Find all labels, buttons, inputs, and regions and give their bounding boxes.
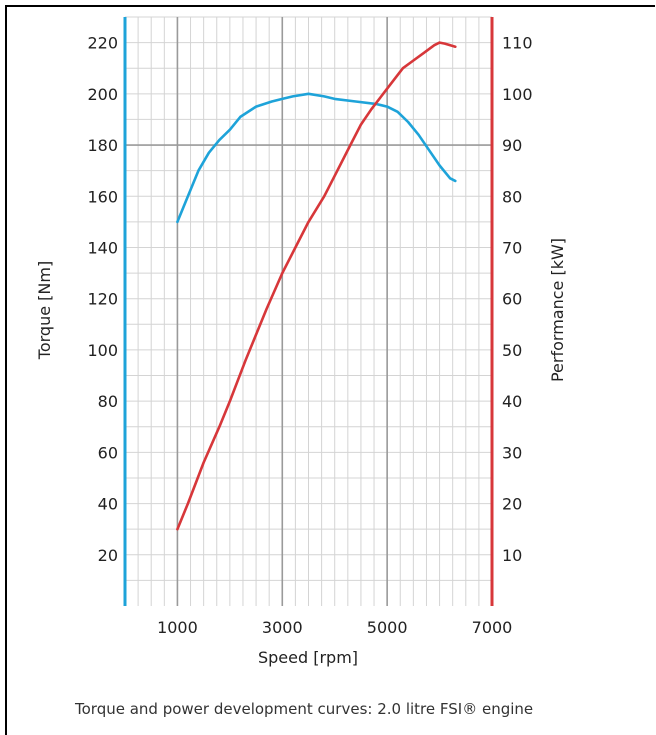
series-group xyxy=(176,41,457,531)
y-right-tick-label: 80 xyxy=(502,187,522,206)
y-right-tick-label: 60 xyxy=(502,290,522,309)
y-right-tick-label: 20 xyxy=(502,495,522,514)
y-right-axis-label: Performance [kW] xyxy=(548,238,567,382)
y-left-tick-label: 20 xyxy=(98,546,118,565)
y-right-tick-label: 90 xyxy=(502,136,522,155)
y-left-tick-label: 140 xyxy=(87,238,118,257)
x-tick-label: 1000 xyxy=(157,618,198,637)
x-tick-label: 7000 xyxy=(472,618,513,637)
power-curve xyxy=(176,41,457,531)
y-left-tick-label: 180 xyxy=(87,136,118,155)
x-tick-label: 3000 xyxy=(262,618,303,637)
y-left-tick-label: 100 xyxy=(87,341,118,360)
y-left-axis-label: Torque [Nm] xyxy=(35,261,54,360)
chart-caption: Torque and power development curves: 2.0… xyxy=(75,700,534,718)
y-right-tick-label: 10 xyxy=(502,546,522,565)
y-left-tick-label: 40 xyxy=(98,495,118,514)
chart-frame xyxy=(5,5,655,735)
torque-power-chart: 1000 3000 5000 7000 20 40 60 80 100 120 140 160 180… xyxy=(35,16,567,667)
torque-curve xyxy=(176,92,457,224)
y-right-tick-label: 30 xyxy=(502,443,522,462)
y-right-tick-label: 50 xyxy=(502,341,522,360)
y-right-tick-label: 70 xyxy=(502,238,522,257)
y-right-tick-label: 40 xyxy=(502,392,522,411)
y-left-tick-label: 160 xyxy=(87,187,118,206)
y-right-tick-label: 100 xyxy=(502,85,533,104)
y-left-tick-labels: 20 40 60 80 100 120 140 160 180 200 220 xyxy=(87,34,118,565)
minor-grid xyxy=(125,16,492,606)
y-right-tick-label: 110 xyxy=(502,34,533,53)
y-left-tick-label: 220 xyxy=(87,34,118,53)
major-grid xyxy=(125,17,492,606)
x-tick-label: 5000 xyxy=(367,618,408,637)
y-left-tick-label: 60 xyxy=(98,443,118,462)
y-left-tick-label: 80 xyxy=(98,392,118,411)
y-left-tick-label: 120 xyxy=(87,290,118,309)
x-axis-label: Speed [rpm] xyxy=(258,648,358,667)
x-tick-labels: 1000 3000 5000 7000 xyxy=(157,618,512,637)
axes xyxy=(123,17,494,606)
y-left-tick-label: 200 xyxy=(87,85,118,104)
y-right-tick-labels: 10 20 30 40 50 60 70 80 90 100 110 xyxy=(502,34,533,565)
